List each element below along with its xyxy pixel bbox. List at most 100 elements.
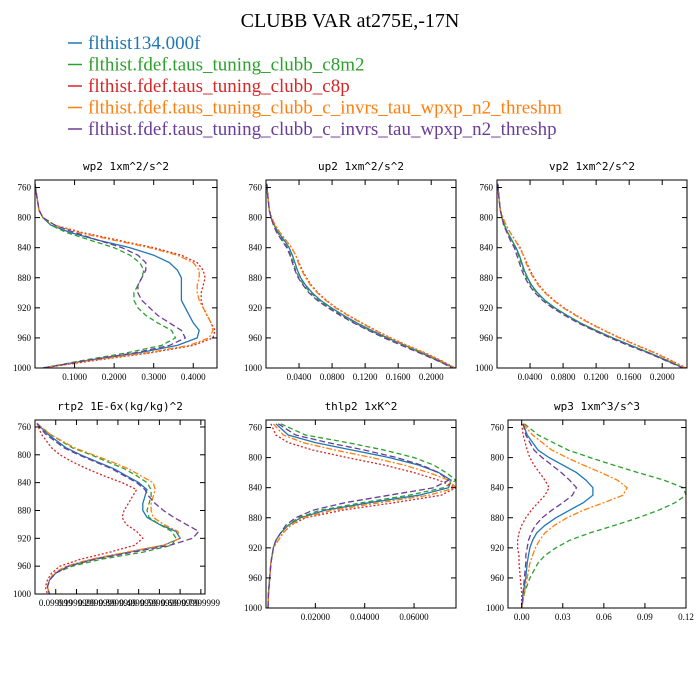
x-tick-label: 0.6999999 bbox=[161, 598, 200, 608]
series-line bbox=[521, 423, 594, 608]
y-tick-label: 760 bbox=[480, 183, 494, 193]
y-tick-label: 760 bbox=[18, 422, 32, 432]
x-tick-label: 0.3000 bbox=[141, 372, 166, 382]
x-tick-label: 0.0400 bbox=[287, 372, 312, 382]
series-line bbox=[35, 183, 177, 368]
y-tick-label: 1000 bbox=[486, 603, 505, 613]
y-tick-label: 800 bbox=[480, 213, 494, 223]
series-line bbox=[35, 183, 200, 368]
series-line bbox=[266, 183, 454, 368]
y-tick-label: 760 bbox=[249, 423, 263, 433]
x-tick-label: 0.06 bbox=[596, 612, 612, 622]
y-tick-label: 960 bbox=[491, 573, 505, 583]
x-tick-label: 0.12 bbox=[678, 612, 694, 622]
x-tick-label: 0.1200 bbox=[584, 372, 609, 382]
series-line bbox=[36, 423, 181, 594]
y-tick-label: 920 bbox=[480, 303, 494, 313]
y-tick-label: 880 bbox=[18, 273, 32, 283]
series-line bbox=[267, 423, 450, 608]
series-line bbox=[521, 423, 628, 608]
y-tick-label: 960 bbox=[18, 333, 32, 343]
panel-title: vp2 1xm^2/s^2 bbox=[549, 160, 635, 173]
y-tick-label: 760 bbox=[18, 183, 32, 193]
y-tick-label: 1000 bbox=[475, 363, 494, 373]
y-tick-label: 920 bbox=[18, 303, 32, 313]
x-tick-label: 0.2999999 bbox=[78, 598, 117, 608]
x-tick-label: 0.3999999 bbox=[99, 598, 138, 608]
series-line bbox=[267, 423, 452, 608]
chart-panel: up2 1xm^2/s^2 760 800 840 880 920 960 1000 0.040… bbox=[244, 160, 457, 382]
series-line bbox=[35, 183, 214, 368]
x-tick-label: 0.09 bbox=[637, 612, 653, 622]
x-tick-label: 0.0400 bbox=[518, 372, 543, 382]
series-line bbox=[521, 423, 686, 608]
plot-frame bbox=[265, 179, 457, 369]
y-tick-label: 960 bbox=[480, 333, 494, 343]
x-tick-label: 0.2000 bbox=[102, 372, 127, 382]
legend-entry: flthist.fdef.taus_tuning_clubb_c8m2 bbox=[88, 55, 365, 76]
x-tick-label: 0.1000 bbox=[62, 372, 87, 382]
x-tick-label: 0.2000 bbox=[650, 372, 675, 382]
plot-frame bbox=[34, 179, 218, 369]
y-tick-label: 1000 bbox=[244, 363, 263, 373]
series-line bbox=[36, 423, 144, 594]
y-tick-label: 880 bbox=[249, 273, 263, 283]
legend-entry: flthist134.000f bbox=[88, 33, 201, 54]
x-tick-label: 0.04000 bbox=[350, 612, 380, 622]
y-tick-label: 760 bbox=[249, 183, 263, 193]
x-tick-label: 0.1200 bbox=[353, 372, 378, 382]
y-tick-label: 880 bbox=[249, 513, 263, 523]
x-tick-label: 0.06000 bbox=[399, 612, 429, 622]
x-tick-label: 0.1999999 bbox=[57, 598, 96, 608]
chart-panel: vp2 1xm^2/s^2 760 800 840 880 920 960 1000 0.040… bbox=[475, 160, 688, 382]
y-tick-label: 960 bbox=[249, 573, 263, 583]
series-line bbox=[35, 183, 187, 368]
y-tick-label: 920 bbox=[18, 533, 32, 543]
x-tick-label: 0.1600 bbox=[386, 372, 411, 382]
y-tick-label: 800 bbox=[249, 213, 263, 223]
panel-title: wp2 1xm^2/s^2 bbox=[83, 160, 169, 173]
plot-frame bbox=[496, 179, 688, 369]
y-tick-label: 800 bbox=[18, 450, 32, 460]
y-tick-label: 1000 bbox=[244, 603, 263, 613]
y-tick-label: 840 bbox=[491, 483, 505, 493]
y-tick-label: 960 bbox=[18, 561, 32, 571]
y-tick-label: 1000 bbox=[13, 589, 32, 599]
legend: flthist134.000fflthist.fdef.taus_tuning_… bbox=[68, 33, 562, 140]
panel-title: wp3 1xm^3/s^3 bbox=[554, 400, 640, 413]
y-tick-label: 840 bbox=[18, 478, 32, 488]
series-line bbox=[521, 423, 578, 608]
y-tick-label: 880 bbox=[491, 513, 505, 523]
chart-panel: rtp2 1E-6x(kg/kg)^2 760 800 840 880 920 960 100… bbox=[13, 400, 220, 608]
y-tick-label: 880 bbox=[480, 273, 494, 283]
series-line bbox=[266, 183, 453, 368]
chart-panel: wp3 1xm^3/s^3 760 800 840 880 920 960 1000 0.00 0… bbox=[486, 400, 694, 622]
y-tick-label: 840 bbox=[249, 243, 263, 253]
legend-entry: flthist.fdef.taus_tuning_clubb_c_invrs_t… bbox=[88, 119, 557, 140]
panel-title: up2 1xm^2/s^2 bbox=[318, 160, 404, 173]
y-tick-label: 920 bbox=[249, 303, 263, 313]
x-tick-label: 0.1600 bbox=[617, 372, 642, 382]
series-line bbox=[36, 423, 200, 594]
series-line bbox=[516, 423, 550, 608]
y-tick-label: 840 bbox=[249, 483, 263, 493]
y-tick-label: 920 bbox=[491, 543, 505, 553]
series-line bbox=[267, 423, 456, 608]
x-tick-label: 0.0800 bbox=[320, 372, 345, 382]
figure-title: CLUBB VAR at275E,-17N bbox=[241, 10, 460, 32]
x-tick-label: 0.00 bbox=[514, 612, 530, 622]
x-tick-label: 0.5999999 bbox=[140, 598, 179, 608]
panels: wp2 1xm^2/s^2 760 800 840 880 920 960 1000 0.100… bbox=[13, 160, 694, 622]
series-line bbox=[267, 423, 456, 608]
chart-panel: thlp2 1xK^2 760 800 840 880 920 960 1000 0.02000… bbox=[244, 400, 457, 622]
y-tick-label: 800 bbox=[249, 453, 263, 463]
x-tick-label: 0.4999999 bbox=[120, 598, 159, 608]
series-line bbox=[266, 183, 455, 368]
panel-title: thlp2 1xK^2 bbox=[325, 400, 398, 413]
series-line bbox=[497, 183, 684, 368]
y-tick-label: 880 bbox=[18, 505, 32, 515]
plot-frame bbox=[507, 419, 687, 609]
x-tick-label: 0.02000 bbox=[301, 612, 331, 622]
y-tick-label: 800 bbox=[18, 213, 32, 223]
